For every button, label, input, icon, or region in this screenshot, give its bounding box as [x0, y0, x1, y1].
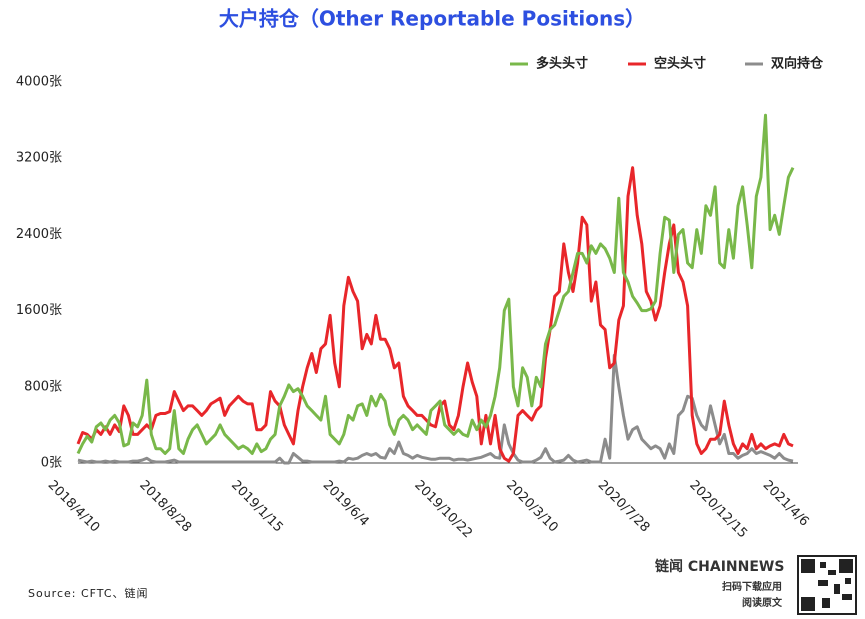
legend-label: 双向持仓 [771, 56, 824, 72]
legend-label: 空头头寸 [654, 56, 706, 72]
brand-sub: 阅读原文 [742, 596, 783, 609]
brand-sub: 扫码下载应用 [722, 580, 782, 593]
y-tick-label: 2400张 [16, 227, 62, 242]
legend-label: 多头头寸 [536, 56, 588, 72]
x-tick-label: 2019/10/22 [411, 478, 475, 542]
x-tick-label: 2018/8/28 [136, 478, 194, 536]
x-tick-label: 2020/3/10 [503, 478, 561, 536]
qr-code [797, 555, 857, 615]
x-tick-label: 2021/4/6 [760, 478, 812, 530]
series-line [77, 353, 794, 465]
y-tick-label: 1600张 [16, 303, 62, 318]
x-tick-label: 2019/6/4 [320, 478, 372, 530]
y-tick-label: 4000张 [16, 75, 62, 90]
brand: 链闻 CHAINNEWS [655, 558, 784, 575]
x-tick-label: 2020/7/28 [595, 478, 653, 536]
y-tick-label: 3200张 [16, 151, 62, 166]
x-tick-label: 2018/4/10 [45, 478, 103, 536]
series-line [76, 113, 795, 455]
y-tick-label: 0张 [41, 456, 62, 471]
series-line [76, 166, 794, 463]
source: Source: CFTC、链闻 [28, 586, 149, 600]
x-tick-label: 2020/12/15 [686, 478, 750, 542]
x-tick-label: 2019/1/15 [228, 478, 286, 536]
y-tick-label: 800张 [24, 379, 62, 394]
chart-title: 大户持仓（Other Reportable Positions） [219, 7, 645, 31]
